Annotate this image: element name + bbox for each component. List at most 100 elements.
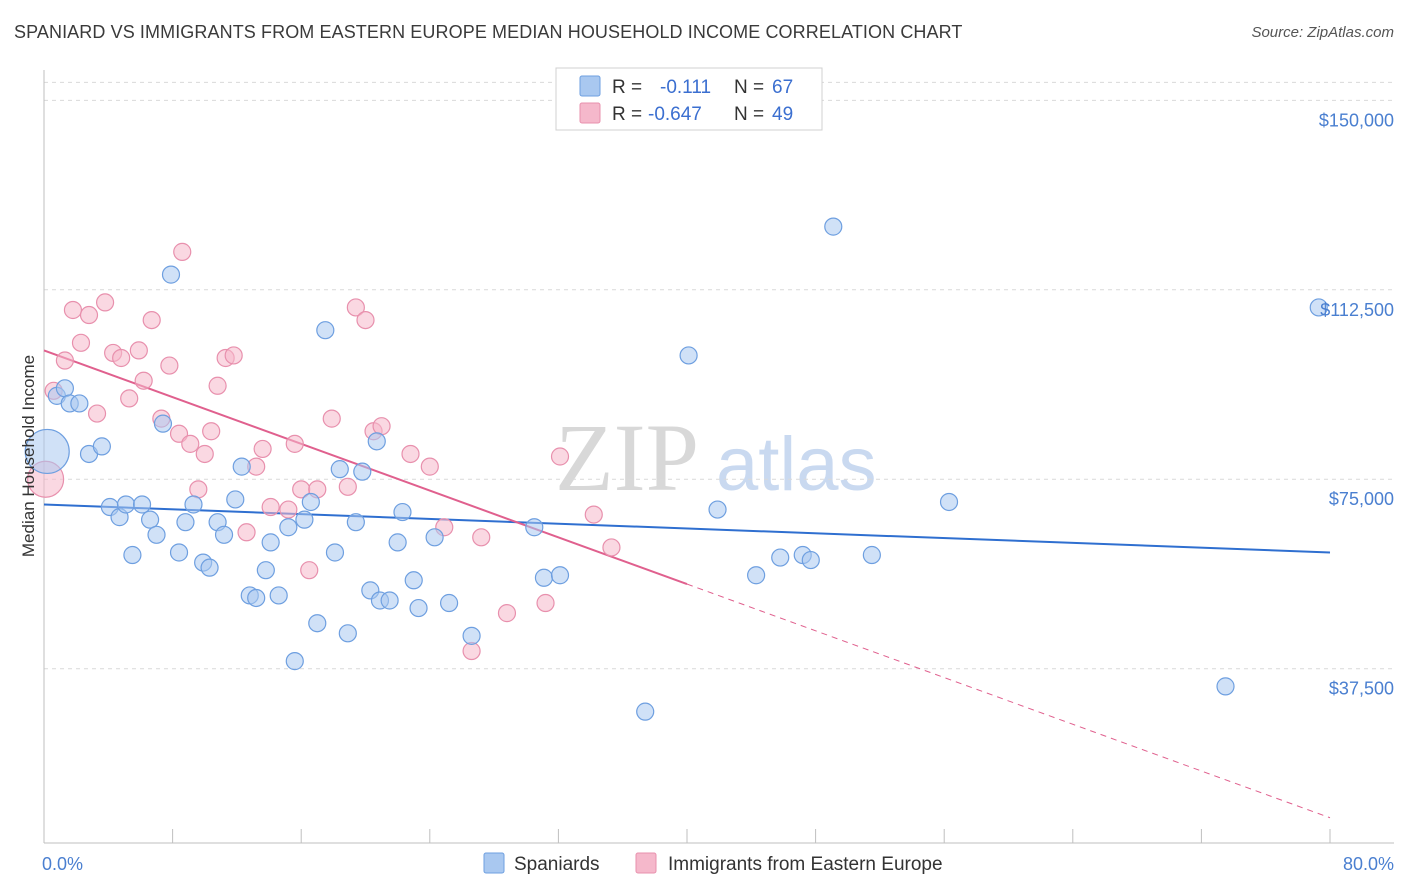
point-spaniards bbox=[425, 528, 444, 547]
y-tick-label: $37,500 bbox=[1329, 679, 1394, 699]
point-spaniards bbox=[226, 490, 245, 509]
bottom-legend-immigrants: Immigrants from Eastern Europe bbox=[668, 854, 943, 875]
point-immigrants bbox=[95, 293, 115, 312]
legend-swatch-spaniards bbox=[579, 75, 601, 97]
point-spaniards bbox=[153, 414, 173, 433]
point-immigrants bbox=[401, 444, 420, 464]
point-immigrants bbox=[550, 447, 570, 466]
point-spaniards bbox=[1216, 677, 1235, 696]
point-immigrants bbox=[142, 310, 161, 330]
point-spaniards bbox=[247, 588, 266, 608]
point-immigrants bbox=[173, 242, 192, 261]
point-spaniards bbox=[346, 513, 365, 532]
watermark-zip: ZIP bbox=[555, 404, 699, 511]
y-tick-label: $150,000 bbox=[1319, 110, 1394, 130]
point-immigrants bbox=[208, 376, 227, 395]
chart-source: Source: ZipAtlas.com bbox=[1251, 24, 1394, 41]
point-immigrants bbox=[195, 444, 214, 464]
point-immigrants bbox=[224, 346, 243, 365]
point-immigrants bbox=[253, 439, 272, 459]
bottom-legend-spaniards: Spaniards bbox=[514, 854, 600, 875]
bottom-legend-swatch-spaniards bbox=[483, 852, 505, 874]
x-tick-label-max: 80.0% bbox=[1343, 854, 1394, 874]
point-spaniards bbox=[316, 321, 335, 340]
bottom-legend: Spaniards Immigrants from Eastern Europe bbox=[483, 852, 943, 875]
point-spaniards bbox=[525, 518, 544, 537]
point-spaniards bbox=[636, 702, 655, 721]
point-immigrants bbox=[420, 457, 439, 476]
point-spaniards bbox=[409, 598, 428, 618]
y-tick-labels: $37,500 $75,000 $112,500 $150,000 bbox=[1319, 110, 1394, 698]
point-spaniards bbox=[140, 510, 160, 529]
point-spaniards bbox=[353, 462, 372, 481]
point-spaniards bbox=[214, 525, 234, 544]
point-immigrants bbox=[279, 500, 298, 519]
point-spaniards bbox=[462, 626, 481, 645]
chart-title: SPANIARD VS IMMIGRANTS FROM EASTERN EURO… bbox=[14, 22, 963, 42]
legend-r-value-1: -0.111 bbox=[660, 77, 711, 98]
point-immigrants bbox=[261, 497, 280, 517]
point-spaniards bbox=[393, 502, 412, 522]
point-immigrants bbox=[285, 434, 304, 453]
point-spaniards bbox=[92, 437, 111, 456]
y-tick-label: $112,500 bbox=[1320, 300, 1394, 320]
x-tick-label-min: 0.0% bbox=[42, 854, 83, 874]
point-spaniards bbox=[388, 533, 407, 552]
point-spaniards bbox=[308, 614, 327, 633]
bottom-legend-swatch-immigrants bbox=[635, 852, 657, 874]
point-immigrants bbox=[497, 604, 517, 623]
point-spaniards bbox=[184, 495, 203, 514]
point-spaniards bbox=[200, 558, 219, 577]
point-immigrants bbox=[322, 409, 341, 428]
point-spaniards bbox=[367, 432, 386, 451]
point-immigrants bbox=[356, 310, 375, 330]
point-immigrants bbox=[338, 477, 357, 496]
point-spaniards bbox=[169, 543, 189, 562]
point-spaniards bbox=[939, 492, 959, 512]
point-immigrants bbox=[584, 505, 603, 524]
point-immigrants bbox=[602, 538, 621, 557]
point-spaniards bbox=[1309, 298, 1328, 317]
point-immigrants bbox=[129, 341, 148, 360]
point-spaniards bbox=[132, 495, 152, 514]
point-spaniards bbox=[70, 394, 89, 413]
data-points bbox=[24, 217, 1328, 721]
point-immigrants bbox=[71, 333, 91, 352]
point-immigrants bbox=[87, 404, 107, 423]
point-spaniards bbox=[269, 586, 288, 605]
point-spaniards bbox=[176, 513, 195, 532]
legend-swatch-immigrants bbox=[579, 102, 601, 124]
y-tick-label: $75,000 bbox=[1329, 489, 1394, 509]
point-immigrants bbox=[134, 371, 153, 390]
point-immigrants bbox=[346, 298, 365, 317]
legend: R = -0.111 N = 67 R = -0.647 N = 49 bbox=[555, 67, 823, 131]
point-immigrants bbox=[55, 351, 74, 370]
point-spaniards bbox=[279, 518, 298, 537]
point-spaniards bbox=[330, 460, 349, 479]
point-spaniards bbox=[824, 217, 843, 236]
point-spaniards bbox=[161, 265, 181, 284]
point-immigrants bbox=[169, 424, 189, 443]
point-spaniards bbox=[747, 566, 766, 585]
point-immigrants bbox=[462, 641, 481, 661]
grid bbox=[44, 81, 1394, 670]
point-immigrants bbox=[63, 300, 83, 320]
point-spaniards bbox=[301, 492, 320, 512]
point-spaniards bbox=[801, 550, 820, 570]
trend-line-immigrants-extrapolated bbox=[686, 583, 1331, 819]
point-immigrants bbox=[536, 593, 555, 613]
legend-r-value-2: -0.647 bbox=[648, 104, 702, 125]
point-spaniards bbox=[256, 561, 275, 580]
point-immigrants bbox=[79, 305, 99, 325]
legend-n-label-1: N = bbox=[734, 77, 764, 98]
legend-n-value-2: 49 bbox=[772, 104, 793, 125]
point-immigrants bbox=[472, 528, 491, 547]
point-spaniards bbox=[380, 591, 399, 610]
point-spaniards bbox=[708, 500, 727, 519]
point-immigrants bbox=[112, 348, 131, 368]
watermark: ZIP atlas bbox=[555, 404, 877, 511]
point-immigrants bbox=[202, 422, 221, 441]
point-spaniards bbox=[116, 495, 136, 514]
legend-r-label-2: R = bbox=[612, 104, 642, 125]
point-spaniards bbox=[147, 525, 166, 544]
